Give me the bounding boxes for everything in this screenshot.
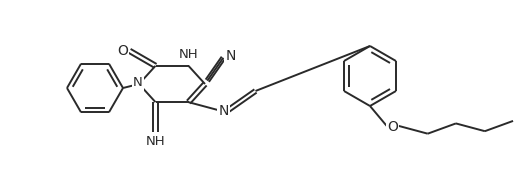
Text: O: O xyxy=(117,44,128,58)
Text: NH: NH xyxy=(179,48,198,61)
Text: N: N xyxy=(133,77,143,90)
Text: NH: NH xyxy=(146,135,165,148)
Text: N: N xyxy=(218,104,229,118)
Text: O: O xyxy=(387,120,398,134)
Text: N: N xyxy=(225,49,236,63)
